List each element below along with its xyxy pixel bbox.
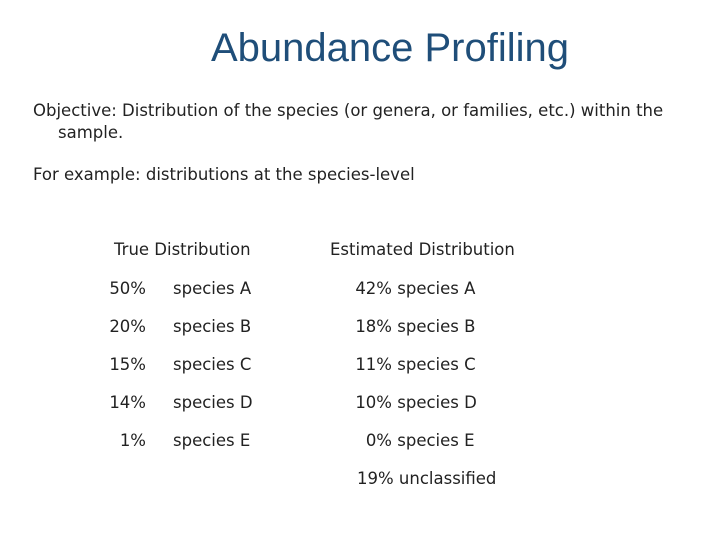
- estimated-percentage: 18%: [355, 317, 392, 336]
- objective-paragraph: Objective: Distribution of the species (…: [33, 100, 673, 144]
- table-row: 15% species C 11% species C: [0, 355, 720, 379]
- table-row: 20% species B 18% species B: [0, 317, 720, 341]
- slide-title: Abundance Profiling: [210, 26, 570, 70]
- true-percentage: 50%: [109, 279, 146, 298]
- estimated-species: species D: [397, 393, 477, 412]
- table-row: 50% species A 42% species A: [0, 279, 720, 303]
- estimated-species: species E: [397, 431, 475, 450]
- estimated-entry: 42% species A: [330, 279, 500, 298]
- table-row: 1% species E 0% species E: [0, 431, 720, 455]
- true-species: species B: [173, 317, 252, 336]
- true-species: species A: [173, 279, 252, 298]
- objective-line-2: sample.: [58, 123, 124, 142]
- estimated-entry: 10% species D: [330, 393, 500, 412]
- true-species: species C: [173, 355, 252, 374]
- true-percentage: 20%: [109, 317, 146, 336]
- estimated-species: species B: [397, 317, 476, 336]
- estimated-entry: 11% species C: [330, 355, 500, 374]
- estimated-entry: 18% species B: [330, 317, 500, 336]
- true-percentage: 15%: [109, 355, 146, 374]
- unclassified-note: 19% unclassified: [357, 469, 497, 488]
- estimated-percentage: 42%: [355, 279, 392, 298]
- estimated-species: species C: [397, 355, 476, 374]
- estimated-species: species A: [397, 279, 476, 298]
- true-distribution-header: True Distribution: [114, 240, 251, 259]
- true-species: species E: [173, 431, 251, 450]
- estimated-percentage: 10%: [355, 393, 392, 412]
- estimated-percentage: 0%: [365, 431, 392, 450]
- true-percentage: 14%: [109, 393, 146, 412]
- estimated-entry: 0% species E: [330, 431, 500, 450]
- estimated-distribution-header: Estimated Distribution: [330, 240, 515, 259]
- true-percentage: 1%: [119, 431, 146, 450]
- objective-line-1: Objective: Distribution of the species (…: [33, 101, 664, 120]
- table-row: 14% species D 10% species D: [0, 393, 720, 417]
- example-paragraph: For example: distributions at the specie…: [33, 165, 415, 184]
- true-species: species D: [173, 393, 253, 412]
- estimated-percentage: 11%: [355, 355, 392, 374]
